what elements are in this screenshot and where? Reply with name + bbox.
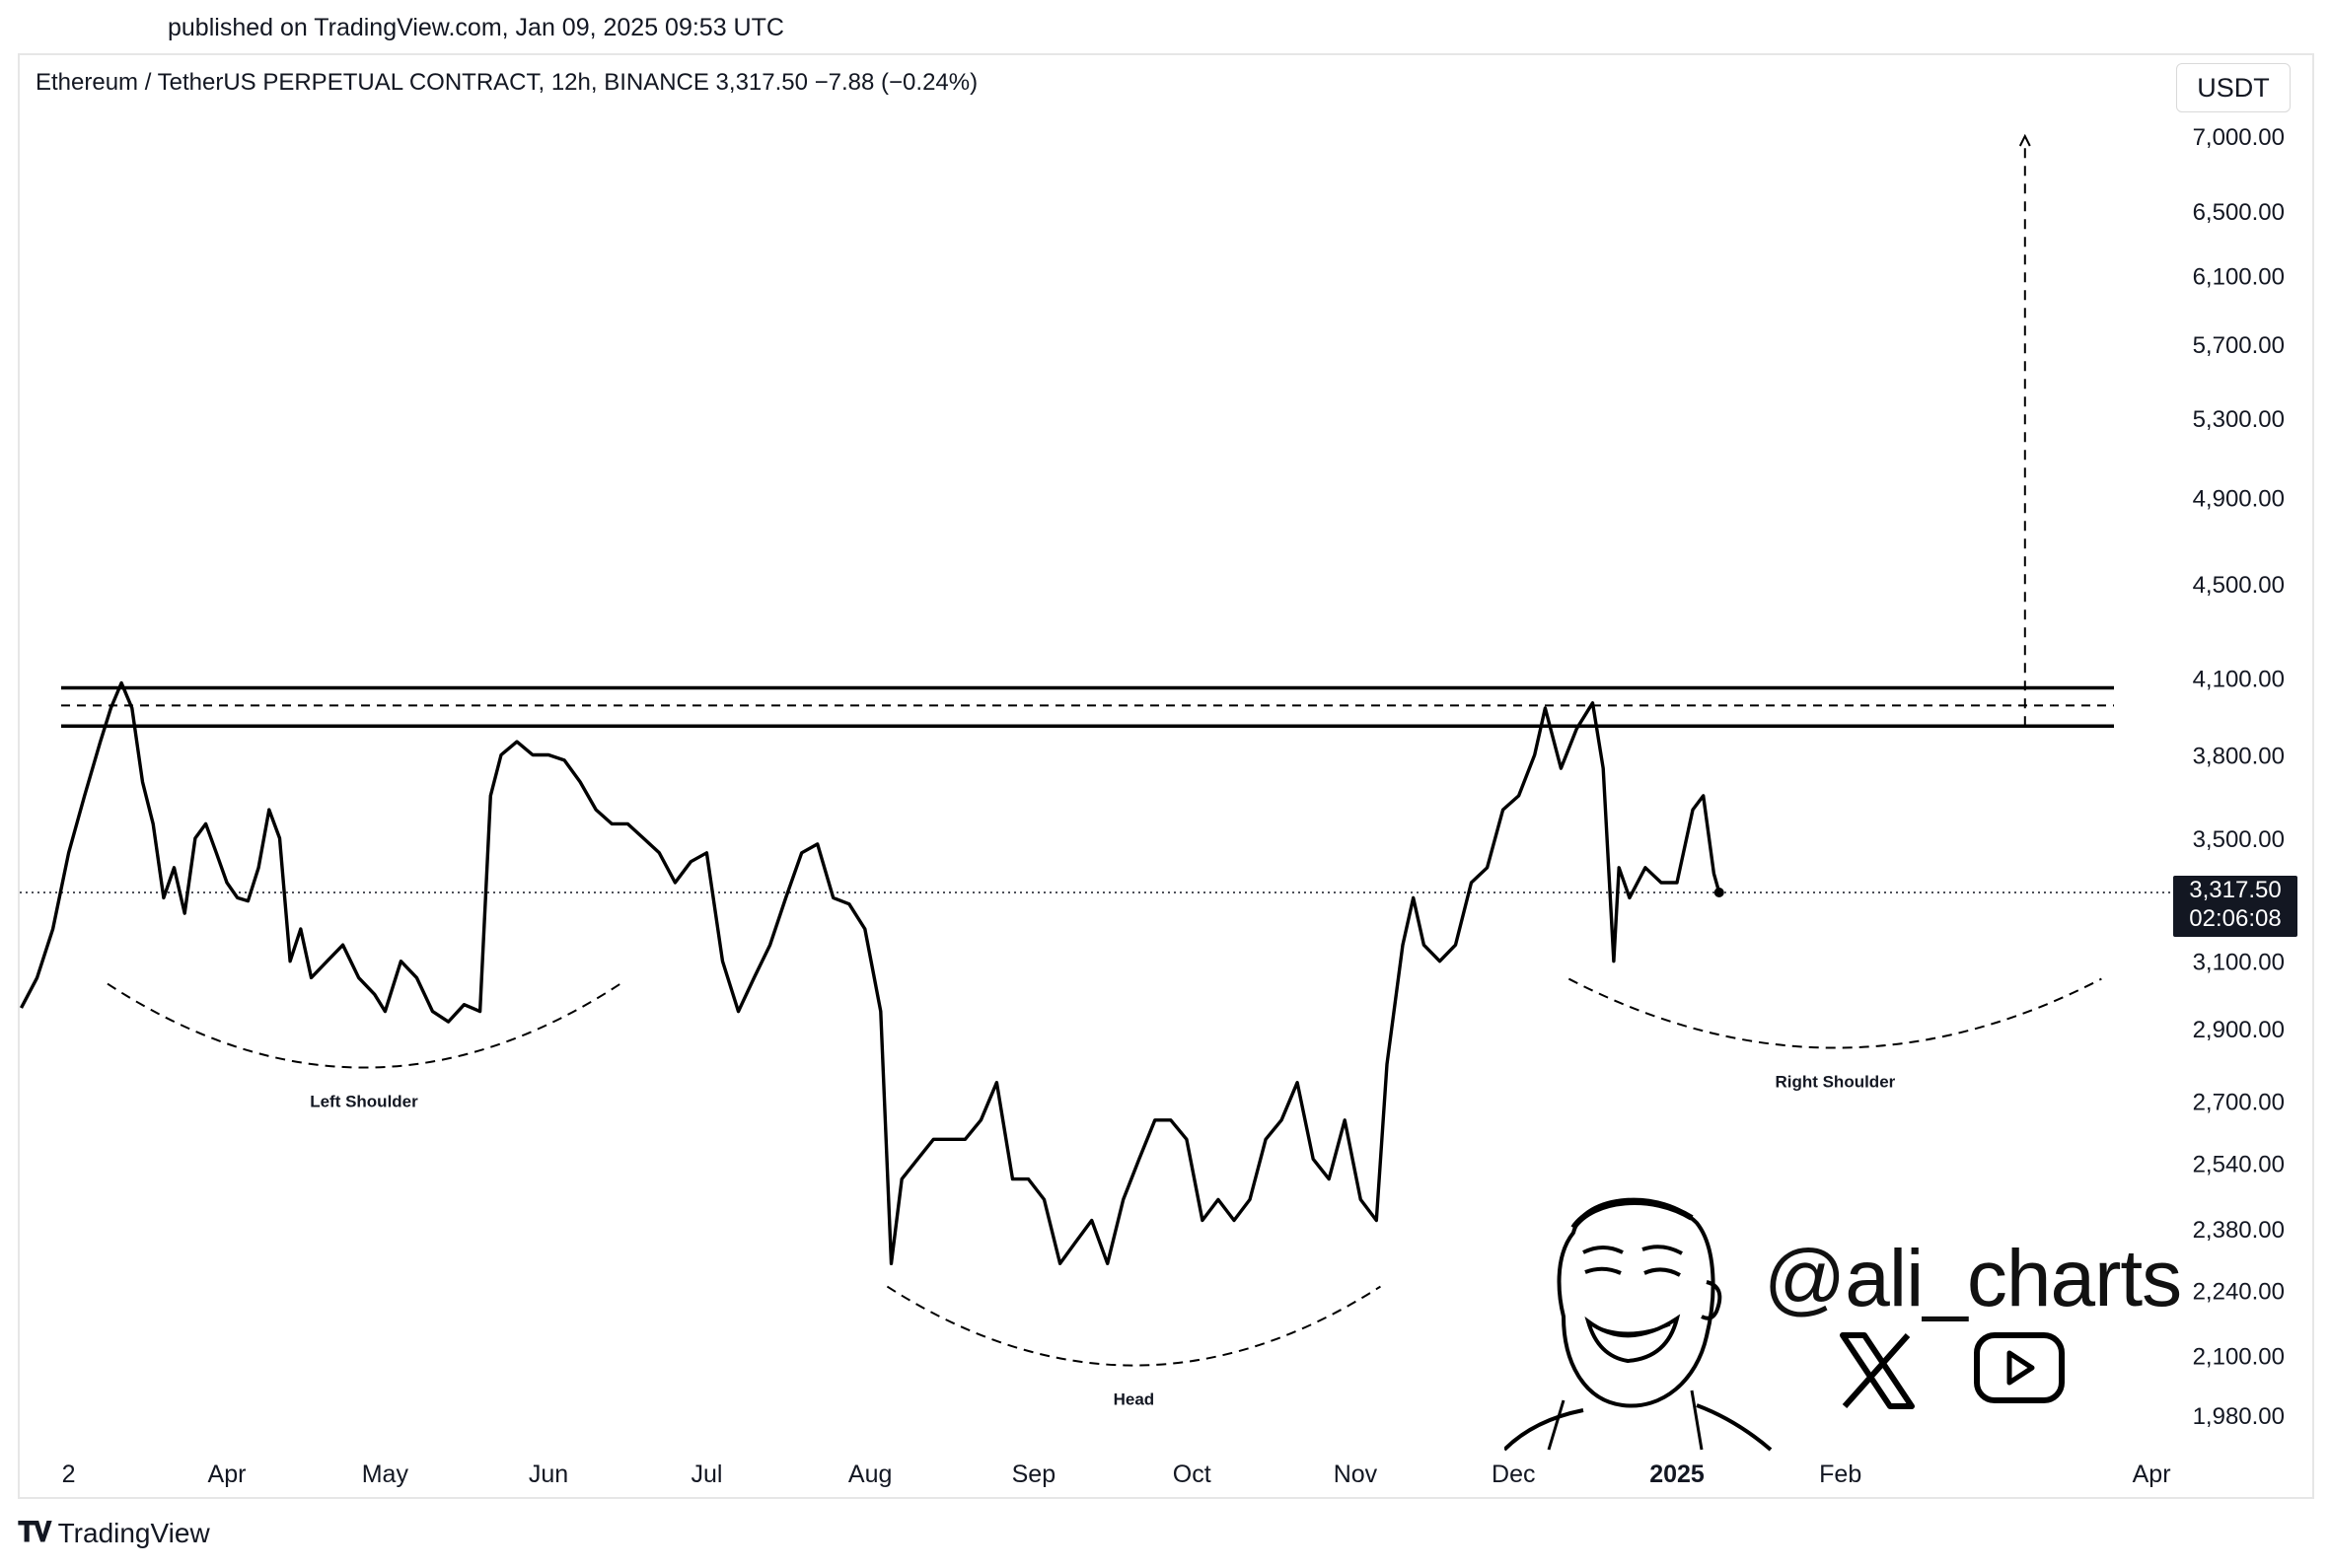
price-tick-label: 3,800.00: [2193, 744, 2285, 770]
x-logo-icon: [1840, 1332, 1915, 1409]
price-tick-label: 3,100.00: [2193, 950, 2285, 976]
pattern-label: Right Shoulder: [1775, 1073, 1895, 1092]
time-tick-label: Dec: [1492, 1461, 1535, 1488]
price-tick-label: 4,500.00: [2193, 572, 2285, 599]
chart-frame: [18, 53, 2314, 1499]
price-tick-label: 1,980.00: [2193, 1403, 2285, 1430]
avatar-illustration: [1504, 1197, 1773, 1452]
tradingview-mark-icon: 𝐓𝐕: [18, 1517, 52, 1547]
youtube-icon: [1974, 1332, 2065, 1403]
time-tick-label: Jun: [529, 1461, 568, 1488]
price-tick-label: 5,700.00: [2193, 332, 2285, 359]
published-note: published on TradingView.com, Jan 09, 20…: [168, 14, 784, 41]
price-tick-label: 6,100.00: [2193, 263, 2285, 290]
symbol-title[interactable]: Ethereum / TetherUS PERPETUAL CONTRACT, …: [36, 69, 979, 96]
tradingview-logo[interactable]: 𝐓𝐕 TradingView: [18, 1517, 210, 1549]
chart-overlays: [20, 133, 2170, 893]
price-tick-label: 4,100.00: [2193, 666, 2285, 692]
time-tick-label: Feb: [1819, 1461, 1861, 1488]
time-axis: 2 Apr May Jun Jul Aug Sep Oct Nov Dec 2025 Feb Apr: [62, 1461, 2171, 1488]
price-tick-label: 3,500.00: [2193, 826, 2285, 853]
time-tick-label: Apr: [208, 1461, 247, 1488]
price-tick-label: 2,240.00: [2193, 1278, 2285, 1305]
price-tick-label: 5,300.00: [2193, 406, 2285, 433]
target-arrowhead: [2018, 133, 2031, 147]
price-tick-label: 2,700.00: [2193, 1090, 2285, 1116]
time-tick-label: Oct: [1173, 1461, 1211, 1488]
price-tick-label: 4,900.00: [2193, 485, 2285, 512]
last-price-tag: 3,317.50 02:06:08: [2173, 876, 2297, 937]
pattern-label: Head: [1114, 1390, 1155, 1409]
pattern-arc: [1567, 977, 2102, 1049]
pattern-arc: [886, 1285, 1381, 1367]
time-tick-label: 2025: [1649, 1461, 1705, 1488]
watermark-handle: @ali_charts: [1764, 1234, 2182, 1323]
price-tick-label: 2,540.00: [2193, 1151, 2285, 1177]
time-tick-label: 2: [62, 1461, 76, 1488]
price-tick-label: 6,500.00: [2193, 199, 2285, 226]
last-price-dot: [1713, 888, 1724, 897]
pattern-label: Left Shoulder: [310, 1093, 418, 1111]
tradingview-brand: TradingView: [57, 1517, 210, 1548]
time-tick-label: Aug: [848, 1461, 892, 1488]
price-tick-label: 2,380.00: [2193, 1217, 2285, 1244]
price-tick-label: 2,900.00: [2193, 1017, 2285, 1043]
time-tick-label: May: [362, 1461, 409, 1488]
pattern-annotations: Left Shoulder Head Right Shoulder: [107, 977, 2102, 1409]
time-tick-label: Nov: [1334, 1461, 1378, 1488]
price-axis: 7,000.00 6,500.00 6,100.00 5,700.00 5,300.00…: [2193, 124, 2285, 1430]
price-line: [19, 680, 1721, 1265]
time-tick-label: Sep: [1012, 1461, 1056, 1488]
bar-countdown: 02:06:08: [2189, 905, 2282, 932]
pattern-arc: [107, 982, 621, 1069]
time-tick-label: Jul: [691, 1461, 722, 1488]
currency-button[interactable]: USDT: [2176, 63, 2291, 112]
price-tick-label: 7,000.00: [2193, 124, 2285, 151]
price-tick-label: 2,100.00: [2193, 1344, 2285, 1371]
last-price-value: 3,317.50: [2189, 877, 2282, 903]
time-tick-label: Apr: [2133, 1461, 2171, 1488]
